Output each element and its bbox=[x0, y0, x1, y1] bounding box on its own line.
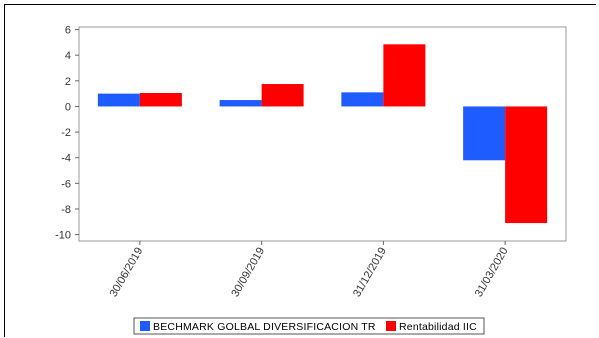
bar-benchmark-0 bbox=[97, 93, 140, 107]
x-tick-label: 30/06/2019 bbox=[108, 246, 146, 300]
legend: BECHMARK GOLBAL DIVERSIFICACION TR Renta… bbox=[133, 317, 485, 335]
legend-label-rentabilidad: Rentabilidad IIC bbox=[399, 321, 477, 333]
y-tick-label: -2 bbox=[61, 127, 71, 139]
y-tick-label: 0 bbox=[65, 101, 71, 113]
y-tick-label: 4 bbox=[65, 50, 71, 62]
y-tick-label: -10 bbox=[55, 230, 71, 242]
y-tick-label: 2 bbox=[65, 76, 71, 88]
legend-label-benchmark: BECHMARK GOLBAL DIVERSIFICACION TR bbox=[153, 321, 376, 333]
y-tick-label: -4 bbox=[61, 153, 71, 165]
legend-swatch-benchmark bbox=[140, 321, 150, 331]
legend-swatch-rentabilidad bbox=[386, 321, 396, 331]
bar-rentabilidad-0 bbox=[139, 92, 182, 107]
bar-benchmark-1 bbox=[219, 100, 262, 107]
bar-benchmark-2 bbox=[341, 92, 384, 107]
y-tick-label: 6 bbox=[65, 25, 71, 37]
bar-rentabilidad-2 bbox=[383, 44, 426, 107]
x-tick-label: 31/03/2020 bbox=[473, 246, 511, 300]
legend-box bbox=[133, 317, 485, 335]
y-tick-label: -6 bbox=[61, 178, 71, 190]
bar-benchmark-3 bbox=[463, 106, 506, 161]
x-tick-label: 31/12/2019 bbox=[351, 246, 389, 300]
x-tick-label: 30/09/2019 bbox=[229, 246, 267, 300]
y-tick-label: -8 bbox=[61, 204, 71, 216]
bar-rentabilidad-3 bbox=[505, 106, 548, 224]
bar-rentabilidad-1 bbox=[261, 84, 304, 107]
